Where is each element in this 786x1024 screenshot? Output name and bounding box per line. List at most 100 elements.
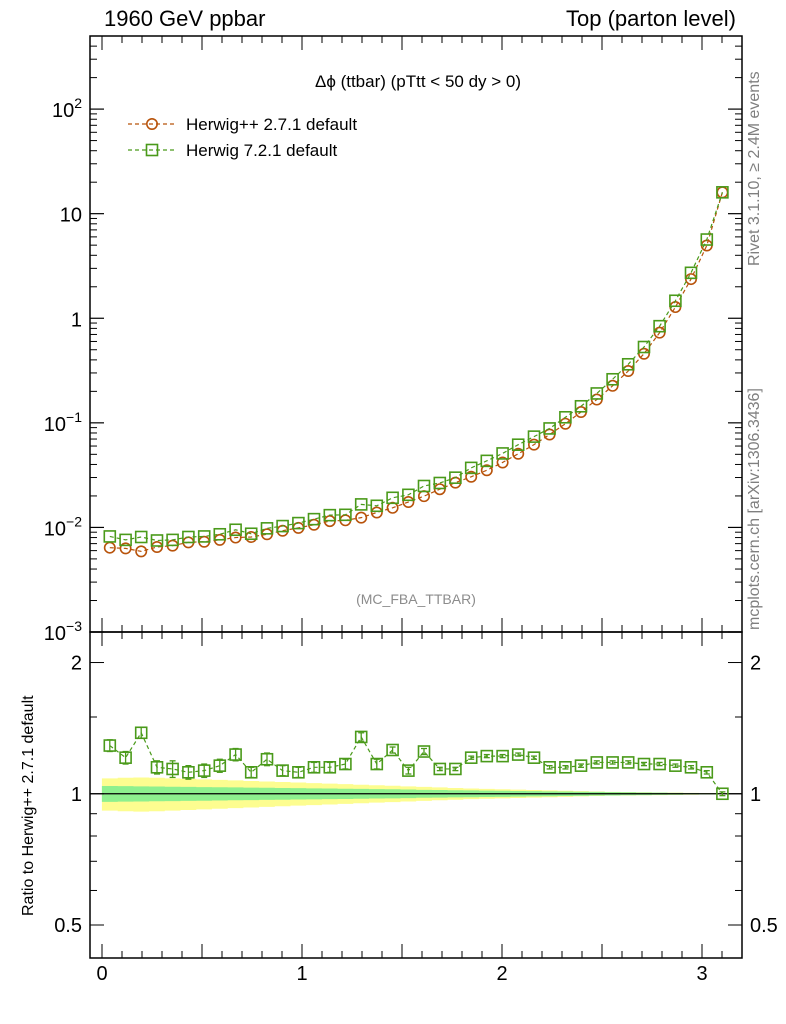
- upper-panel: 10−3 10−2 10−1 1 10 102 Δϕ (ttbar) (pTtt < 50 …: [44, 35, 743, 645]
- data-point-series-2: [543, 422, 556, 435]
- data-point-series-2: [527, 430, 541, 443]
- ratio-data-point: [119, 751, 132, 764]
- data-point-series-2: [653, 319, 666, 333]
- data-point-series-2: [402, 488, 415, 502]
- data-point-series-1: [135, 545, 148, 558]
- ratio-data-point: [402, 764, 415, 777]
- data-point-series-2: [276, 519, 289, 533]
- ratio-data-point: [574, 759, 588, 772]
- ratio-data-point: [480, 749, 494, 763]
- series-line-1: [109, 192, 723, 552]
- data-point-series-2: [464, 461, 478, 475]
- data-point-series-2: [621, 357, 635, 371]
- data-point-series-2: [433, 476, 447, 490]
- ratio-data-point: [276, 764, 289, 777]
- data-point-series-2: [559, 410, 572, 424]
- data-point-series-2: [449, 471, 462, 484]
- data-point-series-2: [511, 438, 525, 451]
- ratio-data-point: [339, 757, 352, 771]
- data-point-series-2: [292, 516, 305, 530]
- data-point-series-1: [637, 347, 650, 360]
- data-point-series-2: [339, 508, 352, 522]
- ratio-data-point: [134, 726, 148, 740]
- x-tick-label: 0: [96, 963, 107, 985]
- data-point-series-2: [417, 479, 431, 493]
- ratio-data-point: [103, 739, 117, 752]
- ratio-data-point: [606, 756, 619, 769]
- data-point-series-1: [417, 490, 430, 503]
- data-point-series-1: [229, 531, 242, 544]
- ratio-data-point: [684, 761, 698, 774]
- data-point-series-2: [480, 454, 494, 468]
- ratio-data-point: [716, 787, 729, 801]
- data-point-series-2: [150, 534, 164, 547]
- mcplots-credit-label: mcplots.cern.ch [arXiv:1306.3436]: [746, 388, 763, 630]
- ratio-data-point: [590, 756, 604, 769]
- ratio-data-point: [433, 762, 447, 776]
- ratio-data-point: [637, 757, 651, 771]
- data-point-series-1: [512, 447, 525, 460]
- data-point-series-1: [559, 417, 572, 430]
- data-point-series-1: [370, 506, 383, 519]
- ratio-data-point: [354, 730, 368, 744]
- data-point-series-1: [480, 464, 493, 477]
- data-point-series-2: [684, 266, 698, 280]
- data-point-series-2: [103, 530, 117, 543]
- data-point-series-1: [151, 540, 164, 553]
- y-tick-label: 10−3: [44, 618, 82, 645]
- ratio-data-point: [260, 752, 274, 766]
- ratio-y-tick-label-right: 1: [750, 784, 761, 806]
- x-tick-label: 2: [496, 963, 507, 985]
- data-point-series-2: [134, 530, 148, 544]
- rivet-version-label: Rivet 3.1.10, ≥ 2.4M events: [746, 71, 763, 266]
- ratio-data-point: [307, 761, 321, 774]
- legend-label-1: Herwig++ 2.7.1 default: [186, 115, 357, 134]
- data-point-series-2: [244, 527, 258, 541]
- ratio-data-point: [653, 757, 666, 771]
- ratio-data-point: [386, 743, 399, 757]
- ratio-panel: 0 1 2 3 0.5 0.5 1 1 2 2: [54, 631, 778, 985]
- x-tick-label: 3: [696, 963, 707, 985]
- ratio-data-point: [370, 757, 384, 771]
- data-point-series-2: [213, 527, 227, 541]
- data-point-series-1: [119, 542, 132, 555]
- ratio-data-point: [700, 766, 714, 779]
- ratio-y-tick-label-right: 2: [750, 653, 761, 675]
- data-point-series-2: [166, 533, 179, 547]
- data-point-series-2: [229, 523, 242, 537]
- plot-title: Δϕ (ttbar) (pTtt < 50 dy > 0): [315, 72, 521, 91]
- data-point-series-2: [197, 530, 211, 543]
- data-point-series-2: [370, 499, 384, 513]
- series-line-2: [109, 192, 723, 542]
- data-point-series-1: [496, 456, 509, 469]
- data-point-series-1: [527, 438, 540, 451]
- ratio-data-point: [417, 745, 431, 758]
- ratio-data-point: [543, 761, 556, 774]
- ratio-data-point: [621, 756, 635, 769]
- legend-marker-1: [146, 118, 159, 131]
- ratio-data-point: [213, 759, 227, 772]
- data-point-series-2: [323, 508, 337, 522]
- ratio-data-point: [229, 748, 242, 761]
- ratio-data-point: [449, 762, 462, 776]
- data-point-series-2: [386, 491, 399, 505]
- ratio-y-tick-label-right: 0.5: [750, 915, 778, 937]
- ratio-data-point: [511, 748, 525, 761]
- ratio-data-point: [559, 761, 572, 774]
- ratio-data-point: [244, 766, 258, 779]
- data-point-series-2: [606, 372, 619, 386]
- y-tick-label: 10: [60, 205, 82, 227]
- y-tick-label: 1: [71, 309, 82, 331]
- data-point-series-2: [496, 447, 509, 460]
- data-point-series-2: [700, 233, 714, 246]
- data-point-series-2: [574, 399, 588, 413]
- x-tick-label: 1: [296, 963, 307, 985]
- data-point-series-2: [119, 533, 132, 547]
- ratio-y-tick-label: 0.5: [54, 915, 82, 937]
- y-tick-label: 10−1: [44, 409, 82, 436]
- ratio-data-point: [182, 766, 195, 779]
- ratio-data-point: [292, 766, 305, 779]
- legend-label-2: Herwig 7.2.1 default: [186, 141, 337, 160]
- data-point-series-1: [402, 496, 415, 509]
